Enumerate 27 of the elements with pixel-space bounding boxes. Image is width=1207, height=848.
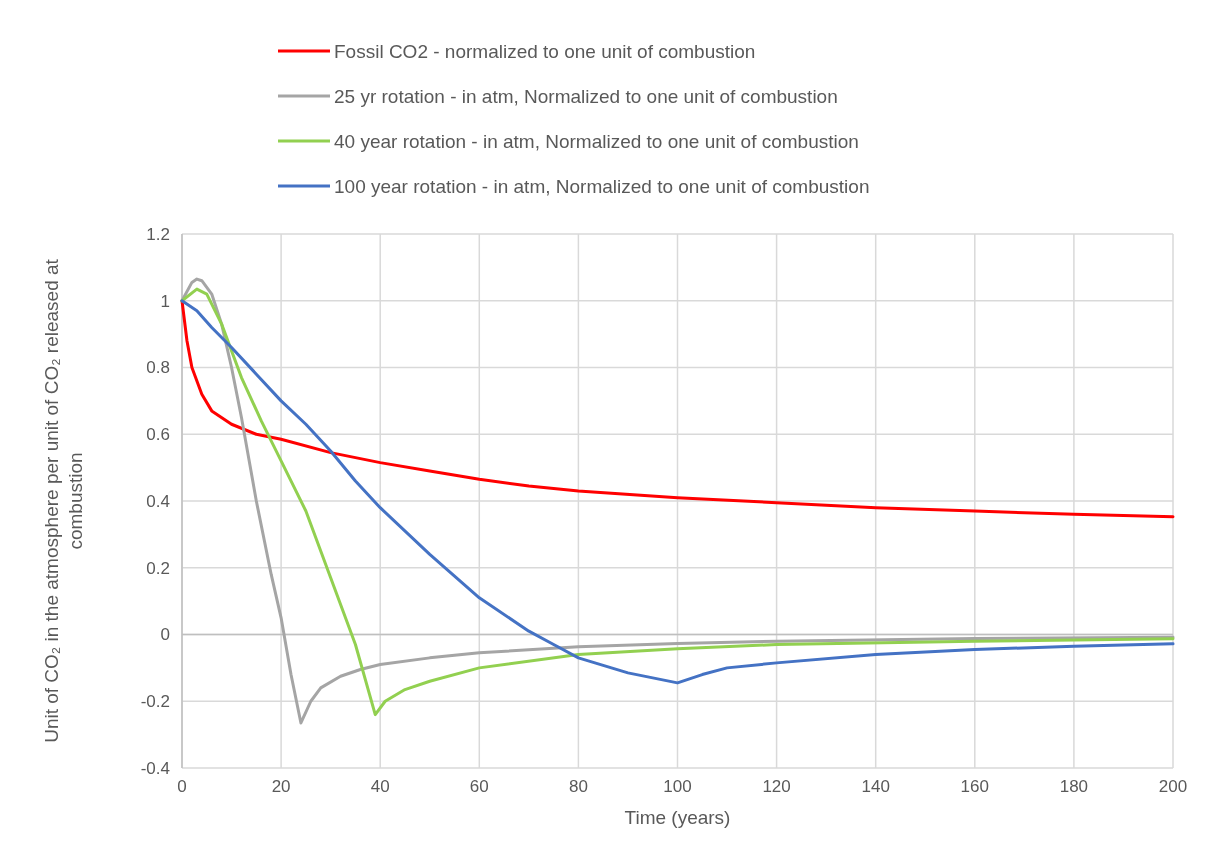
legend-label: Fossil CO2 - normalized to one unit of combustion	[334, 40, 756, 62]
x-tick-label: 80	[568, 777, 588, 796]
y-tick-label: 0.4	[146, 491, 170, 511]
y-tick-label: 0.8	[146, 358, 170, 378]
legend-label: 25 yr rotation - in atm, Normalized to one unit of combustion	[334, 85, 838, 107]
legend-label: 40 year rotation - in atm, Normalized to one unit of combustion	[334, 130, 859, 152]
x-tick-label: 120	[762, 777, 791, 796]
x-tick-label: 20	[271, 777, 291, 796]
legend-label: 100 year rotation - in atm, Normalized to one unit of combustion	[334, 175, 870, 197]
y-tick-label: 1.2	[146, 224, 170, 244]
x-tick-label: 100	[663, 777, 692, 796]
x-tick-label: 60	[469, 777, 489, 796]
y-axis-title: Unit of CO₂ in the atmosphere per unit of CO₂ released at combustion	[41, 258, 86, 743]
x-tick-label: 140	[861, 777, 890, 796]
y-tick-label: -0.4	[140, 758, 170, 778]
line-series	[180, 299, 1175, 519]
x-axis-title: Time (years)	[624, 807, 731, 828]
x-tick-label: 160	[960, 777, 989, 796]
y-tick-label: 0.2	[146, 558, 170, 578]
x-tick-label: 40	[370, 777, 390, 796]
y-tick-label: -0.2	[140, 692, 170, 712]
y-tick-label: 0	[160, 625, 170, 645]
x-tick-label: 200	[1158, 777, 1188, 796]
y-tick-label: 0.6	[146, 425, 170, 445]
x-tick-label: 180	[1059, 777, 1089, 796]
x-tick-label: 0	[177, 777, 187, 796]
y-tick-label: 1	[160, 291, 170, 311]
